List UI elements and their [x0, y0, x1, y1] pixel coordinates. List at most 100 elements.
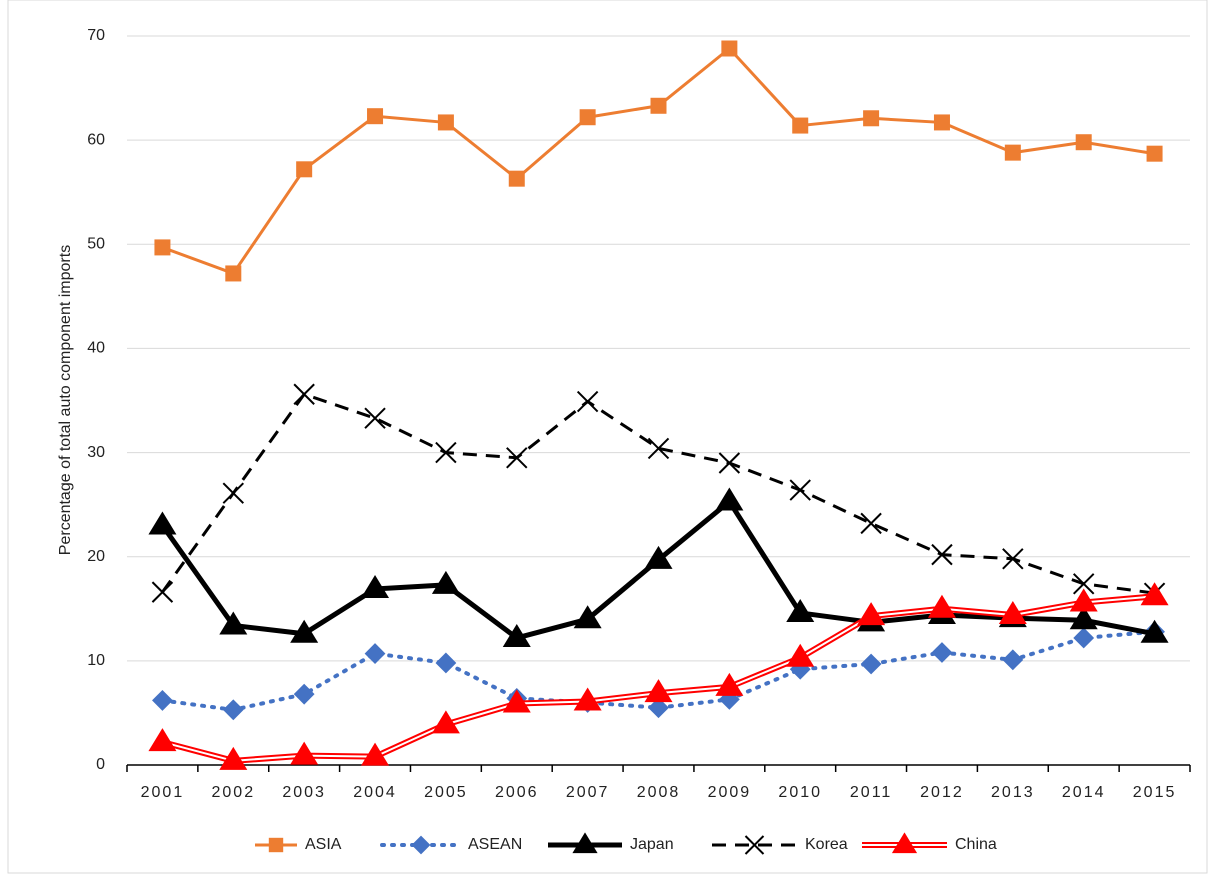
x-tick-label: 2014: [1062, 784, 1106, 801]
x-tick-label: 2009: [708, 784, 752, 801]
marker: [644, 679, 673, 703]
marker: [367, 108, 384, 125]
marker: [364, 407, 386, 429]
marker: [502, 689, 531, 713]
marker: [364, 643, 386, 664]
marker: [431, 710, 460, 734]
marker: [437, 114, 454, 131]
marker: [715, 487, 744, 511]
legend-label: Korea: [805, 836, 848, 853]
x-tick-label: 2002: [212, 784, 256, 801]
marker: [290, 619, 319, 643]
marker: [1146, 145, 1163, 162]
marker: [644, 545, 673, 569]
marker: [1140, 619, 1169, 643]
x-tick-label: 2001: [141, 784, 185, 801]
x-tick-label: 2010: [778, 784, 822, 801]
marker: [573, 605, 602, 629]
x-tick-label: 2011: [850, 784, 892, 801]
marker: [715, 672, 744, 696]
series-line: [161, 392, 1155, 595]
x-tick-label: 2005: [424, 784, 468, 801]
marker: [931, 543, 953, 566]
marker: [296, 161, 313, 178]
marker: [1140, 582, 1169, 606]
marker: [1004, 144, 1021, 161]
marker: [573, 687, 602, 711]
marker: [148, 728, 177, 752]
y-tick-label: 30: [87, 444, 105, 461]
marker: [891, 832, 918, 854]
series: [151, 383, 1166, 604]
y-tick-label: 70: [87, 27, 105, 44]
series: [154, 40, 1163, 282]
marker: [792, 117, 809, 134]
legend-label: ASIA: [305, 836, 342, 853]
marker: [225, 265, 242, 282]
marker: [933, 114, 950, 131]
marker: [148, 511, 177, 535]
marker: [361, 574, 390, 598]
marker: [361, 742, 390, 766]
marker: [219, 611, 248, 635]
legend-label: China: [955, 836, 997, 853]
marker: [721, 40, 738, 57]
marker: [860, 512, 882, 535]
x-tick-label: 2012: [920, 784, 964, 801]
marker: [648, 697, 669, 719]
marker: [1075, 134, 1092, 151]
marker: [506, 447, 528, 469]
chart-border: [7, 0, 1208, 874]
marker: [222, 482, 245, 504]
marker: [502, 623, 531, 647]
marker: [1073, 627, 1095, 649]
marker: [219, 746, 248, 770]
marker: [293, 683, 315, 705]
marker: [154, 239, 171, 256]
y-tick-label: 10: [87, 652, 105, 669]
marker: [860, 653, 882, 675]
marker: [789, 479, 811, 501]
y-tick-label: 0: [96, 756, 105, 773]
marker: [931, 642, 953, 663]
marker: [650, 97, 667, 114]
marker: [998, 601, 1027, 625]
legend-label: ASEAN: [468, 836, 522, 853]
legend-label: Japan: [630, 836, 674, 853]
marker: [268, 837, 284, 853]
series-line: [161, 46, 1155, 275]
x-tick-label: 2006: [495, 784, 539, 801]
x-tick-label: 2007: [566, 784, 610, 801]
marker: [1072, 573, 1095, 595]
marker: [508, 170, 525, 187]
marker: [857, 602, 886, 626]
x-tick-label: 2015: [1133, 784, 1177, 801]
marker: [786, 643, 815, 667]
marker: [786, 598, 815, 622]
marker: [718, 452, 741, 474]
marker: [435, 652, 457, 674]
marker: [1002, 548, 1024, 570]
y-axis-title: Percentage of total auto component impor…: [57, 245, 74, 555]
marker: [863, 110, 880, 127]
x-tick-label: 2003: [282, 784, 326, 801]
marker: [435, 441, 457, 464]
x-tick-label: 2013: [991, 784, 1035, 801]
series: [148, 582, 1169, 770]
marker: [293, 383, 315, 405]
marker: [576, 390, 599, 413]
marker: [572, 832, 598, 854]
y-tick-label: 20: [87, 548, 105, 565]
marker: [411, 835, 431, 855]
marker: [647, 437, 670, 460]
marker: [431, 570, 460, 594]
x-tick-label: 2004: [353, 784, 397, 801]
y-tick-label: 50: [87, 236, 105, 253]
marker: [1069, 588, 1098, 612]
x-tick-label: 2008: [637, 784, 681, 801]
marker: [151, 581, 174, 603]
marker: [1069, 606, 1098, 630]
marker: [222, 699, 244, 721]
y-tick-label: 40: [87, 340, 105, 357]
